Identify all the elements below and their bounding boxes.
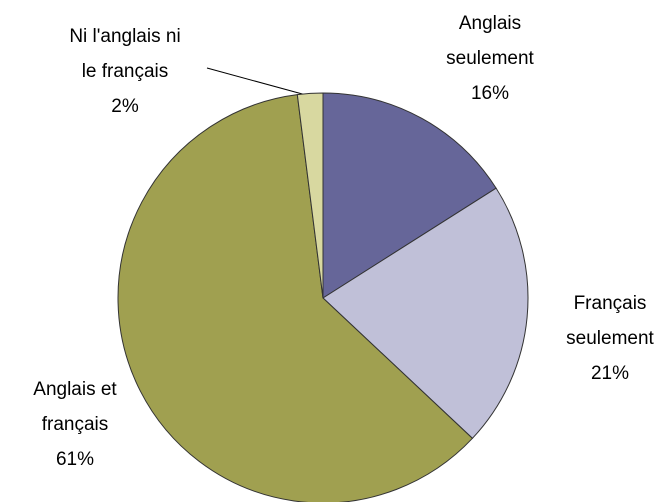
slice-label: Ni l'anglais ni bbox=[69, 26, 180, 47]
slice-label: le français bbox=[82, 61, 169, 82]
value-label: 61% bbox=[56, 449, 94, 470]
pie-slice bbox=[117, 94, 474, 502]
pie-slice bbox=[322, 187, 529, 440]
slice-label: Anglais bbox=[459, 13, 521, 34]
value-label: 2% bbox=[111, 96, 139, 117]
slice-label: seulement bbox=[446, 48, 534, 69]
slice-label: Anglais et bbox=[33, 379, 117, 400]
pie-slice bbox=[296, 92, 324, 299]
slice-label: français bbox=[42, 414, 109, 435]
value-label: 16% bbox=[471, 83, 509, 104]
leader-line bbox=[206, 67, 307, 96]
slice-label: seulement bbox=[566, 328, 654, 349]
slice-label: Français bbox=[574, 293, 647, 314]
value-label: 21% bbox=[591, 363, 629, 384]
pie-slice bbox=[322, 92, 497, 299]
